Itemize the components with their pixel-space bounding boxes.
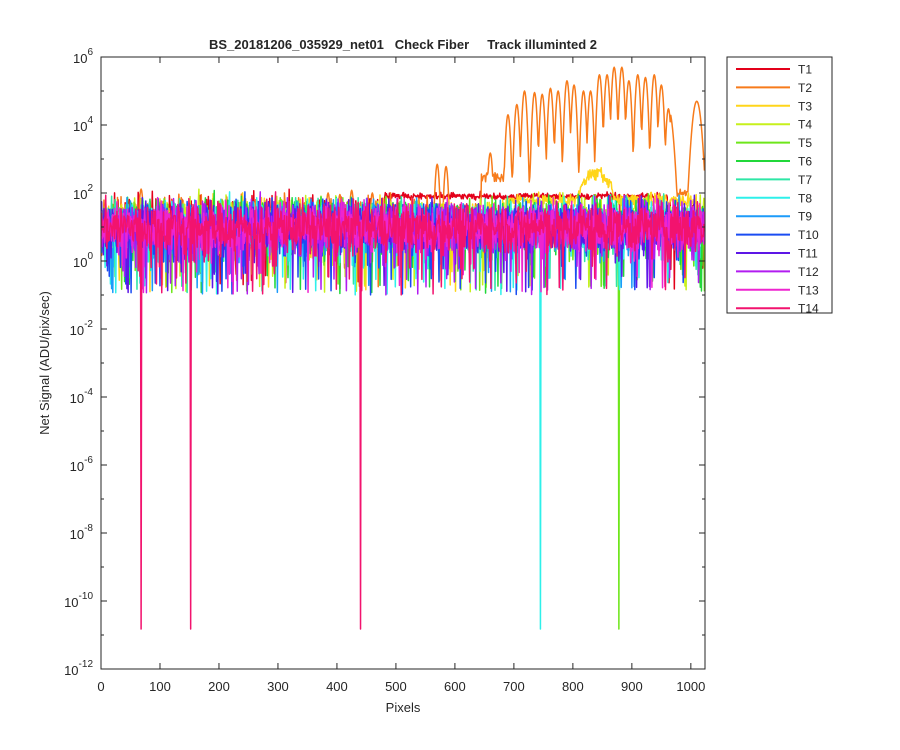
y-axis-label: Net Signal (ADU/pix/sec) [37, 291, 52, 435]
x-tick-label: 0 [97, 679, 104, 694]
y-tick-label: 104 [73, 115, 93, 134]
legend: T1 T2 T3 T4 T5 T6 T7 T8 T9 T10 T11 T12 T13 T14 [726, 56, 833, 316]
legend-label-t4: T4 [798, 118, 812, 132]
series-layer [101, 66, 705, 630]
x-tick-label: 100 [149, 679, 171, 694]
x-tick-label: 800 [562, 679, 584, 694]
legend-label-t8: T8 [798, 191, 812, 205]
plot-area: 0 100 200 300 400 500 600 700 800 900 1000 10-1210… [64, 47, 706, 694]
x-ticks: 0 100 200 300 400 500 600 700 800 900 1000 [97, 57, 705, 694]
y-tick-label: 10-6 [70, 455, 94, 474]
y-tick-label: 102 [73, 183, 93, 202]
chart-title: BS_20181206_035929_net01 Check Fiber Tra… [209, 37, 597, 52]
legend-label-t9: T9 [798, 210, 812, 224]
y-tick-label: 10-10 [64, 591, 93, 610]
legend-label-t2: T2 [798, 81, 812, 95]
x-tick-label: 200 [208, 679, 230, 694]
x-tick-label: 300 [267, 679, 289, 694]
x-tick-label: 1000 [676, 679, 705, 694]
x-tick-label: 900 [621, 679, 643, 694]
legend-label-t3: T3 [798, 99, 812, 113]
legend-box [726, 56, 833, 314]
y-tick-label: 100 [73, 251, 93, 270]
y-tick-label: 10-12 [64, 659, 93, 678]
plot-background [101, 57, 705, 669]
x-tick-label: 700 [503, 679, 525, 694]
y-ticks: 10-12 10-10 10-8 10-6 10-4 10-2 100 102 104 106 [64, 47, 705, 678]
y-tick-label: 10-2 [70, 319, 94, 338]
legend-label-t6: T6 [798, 155, 812, 169]
legend-label-t11: T11 [798, 247, 818, 261]
legend-label-t13: T13 [798, 283, 819, 297]
legend-label-t14: T14 [798, 302, 819, 316]
legend-label-t10: T10 [798, 228, 819, 242]
legend-label-t5: T5 [798, 136, 812, 150]
legend-label-t12: T12 [798, 265, 819, 279]
x-tick-label: 500 [385, 679, 407, 694]
legend-label-t1: T1 [798, 63, 812, 77]
x-tick-label: 600 [444, 679, 466, 694]
x-tick-label: 400 [326, 679, 348, 694]
series-line-t14 [101, 191, 705, 630]
y-tick-label: 10-8 [70, 523, 94, 542]
y-tick-label: 106 [73, 47, 93, 66]
x-axis-label: Pixels [386, 700, 421, 715]
legend-label-t7: T7 [798, 173, 812, 187]
y-tick-label: 10-4 [70, 387, 94, 406]
